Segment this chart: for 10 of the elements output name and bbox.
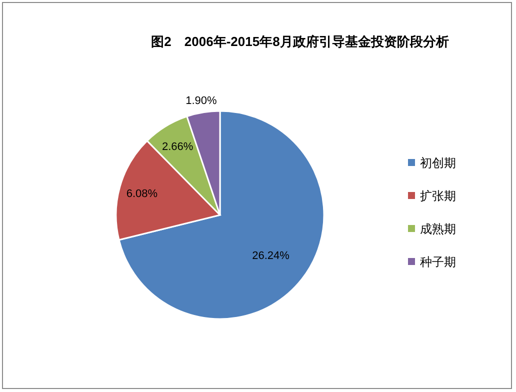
chart-title: 图2 2006年-2015年8月政府引导基金投资阶段分析: [151, 34, 449, 49]
legend-label: 扩张期: [420, 189, 456, 203]
legend-label: 初创期: [420, 156, 456, 170]
data-label: 1.90%: [186, 95, 218, 108]
legend-label: 种子期: [420, 255, 456, 269]
pie-slice: [118, 110, 325, 320]
data-label: 2.66%: [162, 140, 194, 153]
data-label: 26.24%: [252, 250, 290, 262]
legend-label: 成熟期: [420, 222, 456, 236]
data-label: 6.08%: [126, 188, 158, 200]
